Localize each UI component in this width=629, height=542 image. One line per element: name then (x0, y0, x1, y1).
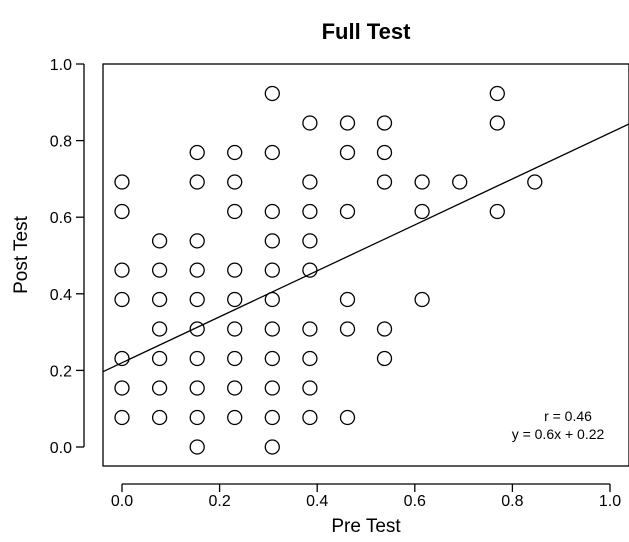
x-tick-label: 0.2 (208, 493, 230, 510)
data-point (302, 409, 318, 426)
data-point (114, 350, 130, 367)
y-axis-title: Post Test (11, 215, 32, 294)
data-point (227, 262, 243, 278)
data-point (264, 203, 280, 220)
data-point (339, 203, 356, 220)
data-point (189, 409, 205, 426)
data-point (227, 380, 243, 396)
data-point (452, 174, 468, 190)
data-point (114, 409, 130, 426)
data-point (339, 291, 356, 308)
data-point (339, 144, 356, 161)
data-point (189, 380, 205, 396)
points-layer (114, 85, 543, 455)
data-point (227, 291, 243, 308)
data-point (227, 203, 243, 220)
data-point (376, 115, 393, 131)
y-tick-label: 0.8 (50, 134, 72, 151)
data-point (264, 144, 280, 161)
data-point (302, 321, 318, 337)
data-point (339, 115, 356, 131)
data-point (189, 350, 205, 367)
x-tick-label: 1.0 (599, 493, 621, 510)
y-tick-label: 1.0 (50, 57, 72, 74)
data-point (114, 291, 130, 308)
data-point (302, 203, 318, 220)
data-point (151, 233, 168, 249)
data-point (114, 203, 130, 220)
data-point (227, 144, 243, 161)
x-axis-title: Pre Test (331, 516, 401, 537)
data-point (114, 174, 130, 190)
y-tick-label: 0.0 (50, 440, 72, 457)
data-point (376, 321, 393, 337)
x-tick-label: 0.6 (404, 493, 426, 510)
data-point (489, 85, 505, 102)
data-point (302, 115, 318, 131)
data-point (114, 380, 130, 396)
chart-title: Full Test (322, 19, 411, 44)
data-point (339, 409, 356, 426)
data-point (489, 115, 505, 131)
data-point (264, 380, 280, 396)
data-point (114, 262, 130, 278)
data-point (339, 321, 356, 337)
x-tick-label: 0.4 (306, 493, 328, 510)
data-point (489, 203, 505, 220)
data-point (189, 233, 205, 249)
data-point (264, 233, 280, 249)
data-point (414, 174, 430, 190)
data-point (151, 321, 168, 337)
data-point (376, 144, 393, 161)
y-tick-label: 0.6 (50, 210, 72, 227)
data-point (151, 380, 168, 396)
regression-line (102, 123, 629, 373)
data-point (189, 144, 205, 161)
plot-frame (102, 63, 629, 467)
data-point (527, 174, 543, 190)
data-point (189, 262, 205, 278)
x-tick-label: 0.0 (111, 493, 133, 510)
data-point (302, 174, 318, 190)
data-point (189, 174, 205, 190)
data-point (151, 262, 168, 278)
y-tick-label: 0.2 (50, 363, 72, 380)
data-point (151, 409, 168, 426)
data-point (376, 350, 393, 367)
data-point (189, 321, 205, 337)
data-point (227, 409, 243, 426)
data-point (227, 321, 243, 337)
data-point (189, 439, 205, 455)
data-point (302, 350, 318, 367)
data-point (302, 262, 318, 278)
data-point (151, 291, 168, 308)
data-point (151, 350, 168, 367)
equation-annotation: y = 0.6x + 0.22 (512, 426, 605, 442)
data-point (264, 439, 280, 455)
data-point (264, 350, 280, 367)
data-point (264, 85, 280, 102)
data-point (227, 174, 243, 190)
data-point (227, 350, 243, 367)
x-tick-label: 0.8 (501, 493, 523, 510)
y-axis-ticks: 0.0 0.2 0.4 0.6 0.8 1.0 (50, 57, 84, 457)
data-point (376, 174, 393, 190)
data-point (302, 380, 318, 396)
data-point (414, 291, 430, 308)
data-point (264, 262, 280, 278)
data-point (189, 291, 205, 308)
data-point (414, 203, 430, 220)
data-point (302, 233, 318, 249)
x-axis-ticks: 0.0 0.2 0.4 0.6 0.8 1.0 (111, 484, 621, 510)
data-point (264, 321, 280, 337)
y-tick-label: 0.4 (50, 287, 72, 304)
correlation-annotation: r = 0.46 (544, 408, 592, 424)
data-point (264, 409, 280, 426)
